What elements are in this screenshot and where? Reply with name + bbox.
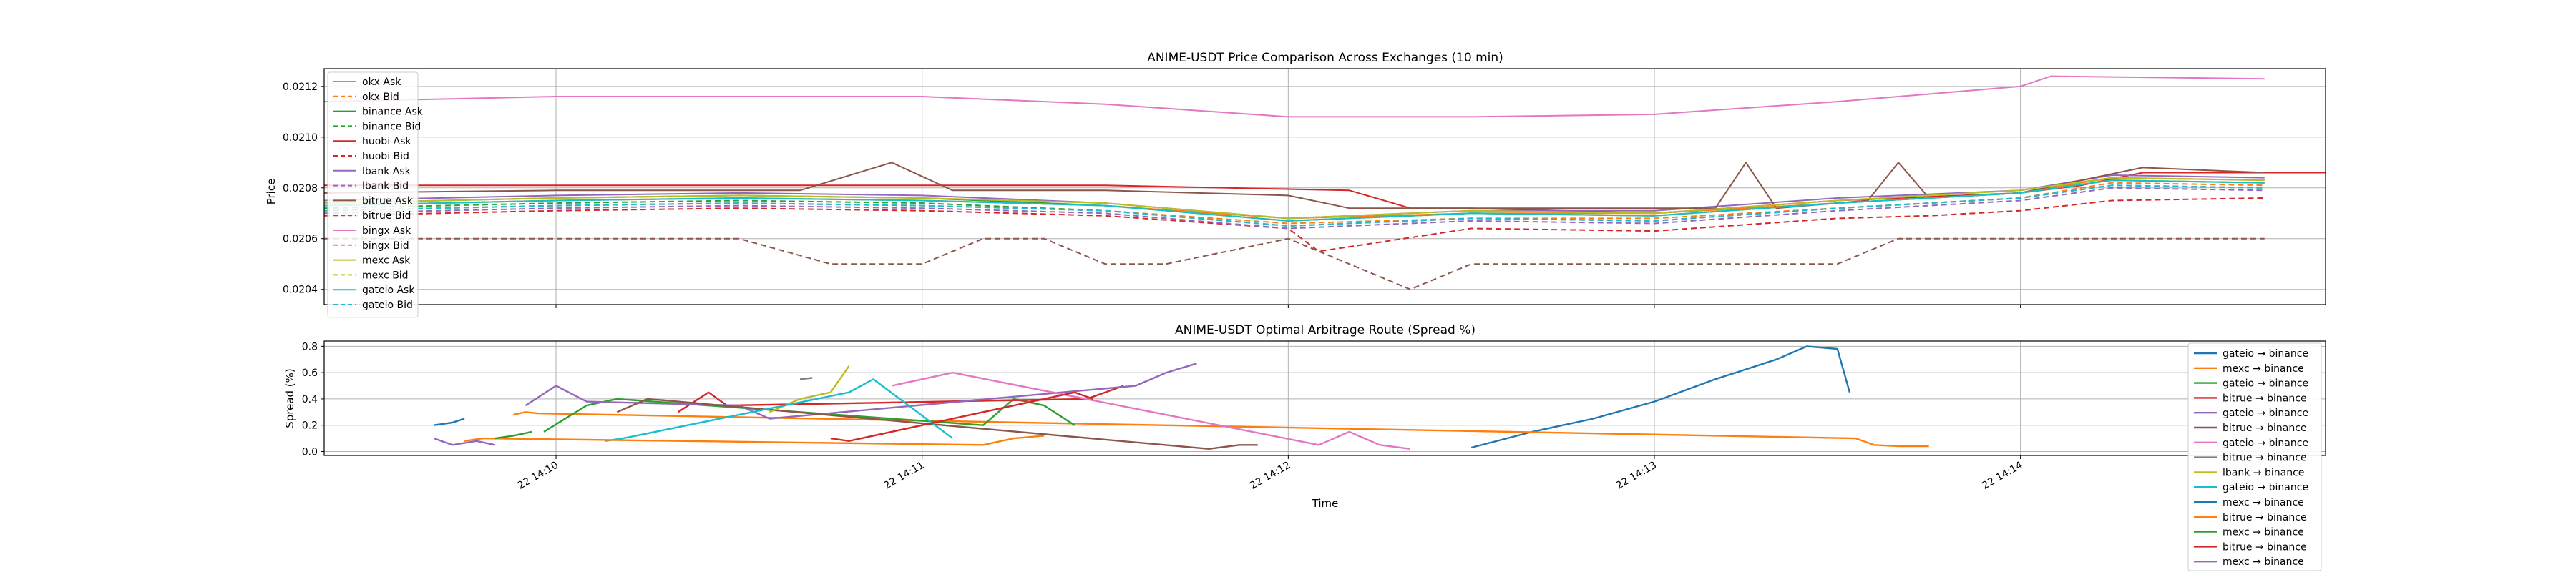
price-legend-label: binance Bid — [362, 121, 421, 132]
spread-series-line — [543, 398, 1075, 433]
spread-legend-label: mexc → binance — [2223, 363, 2304, 375]
price-series-line — [323, 197, 2265, 252]
price-series — [323, 75, 2326, 290]
price-series-line — [323, 184, 2265, 227]
spread-legend-label: gateio → binance — [2223, 408, 2308, 419]
price-y-tick-label: 0.0204 — [283, 285, 318, 296]
price-legend-label: mexc Bid — [362, 270, 409, 281]
spread-series — [434, 345, 1929, 450]
spread-plot: ANIME-USDT Optimal Arbitrage Route (Spre… — [283, 305, 2326, 571]
spread-series-line — [799, 377, 813, 380]
spread-y-axis-label: Spread (%) — [283, 368, 296, 428]
spread-legend-label: gateio → binance — [2223, 438, 2308, 449]
spread-chart-title: ANIME-USDT Optimal Arbitrage Route (Spre… — [1175, 323, 1475, 337]
spread-legend-label: mexc → binance — [2223, 556, 2304, 568]
price-series-line — [324, 237, 2265, 290]
time-x-tick-label: 22 14:12 — [1248, 460, 1292, 492]
spread-legend-label: lbank → binance — [2223, 467, 2304, 478]
price-legend-label: bingx Bid — [362, 240, 409, 252]
price-legend-label: bitrue Bid — [362, 210, 411, 222]
price-legend-box — [327, 72, 419, 318]
price-legend-label: okx Ask — [362, 77, 401, 88]
price-series-line — [323, 177, 2265, 220]
price-legend-label: okx Bid — [362, 92, 399, 103]
spread-legend-label: gateio → binance — [2223, 482, 2308, 493]
price-y-axis-label: Price — [265, 179, 278, 205]
price-series-line — [323, 184, 2265, 227]
time-x-tick-label: 22 14:14 — [1980, 460, 2024, 492]
spread-y-tick-label: 0.4 — [302, 394, 318, 405]
price-legend-label: gateio Ask — [362, 285, 415, 296]
spread-y-tick-label: 0.2 — [302, 420, 318, 432]
spread-legend-label: bitrue → binance — [2223, 453, 2307, 464]
spread-legend-label: gateio → binance — [2223, 378, 2308, 390]
spread-legend-label: mexc → binance — [2223, 497, 2304, 508]
spread-plot-frame — [323, 340, 2326, 456]
spread-series-line — [513, 411, 1929, 448]
spread-series-line — [1470, 345, 1851, 449]
spread-series-line — [616, 398, 1258, 450]
spread-legend-label: bitrue → binance — [2223, 423, 2307, 434]
price-chart-title: ANIME-USDT Price Comparison Across Excha… — [1147, 51, 1503, 65]
price-series-line — [323, 75, 2265, 118]
price-legend-label: bingx Ask — [362, 225, 411, 237]
spread-legend: gateio → binance mexc → binance gateio → b… — [2187, 342, 2322, 571]
price-legend: okx Ask okx Bid binance Ask binance Bid huob… — [327, 72, 424, 318]
price-plot-frame — [323, 68, 2326, 305]
price-legend-label: lbank Bid — [362, 181, 409, 192]
price-y-tick-label: 0.0206 — [283, 234, 318, 245]
price-gridlines — [324, 69, 2326, 305]
spread-y-tick-label: 0.0 — [302, 446, 318, 458]
spread-legend-box — [2187, 342, 2322, 571]
price-series-line — [323, 179, 2265, 222]
spread-gridlines — [324, 341, 2326, 455]
price-series-line — [323, 184, 2265, 227]
price-y-ticks: 0.0204 0.0206 0.0208 0.0210 0.0212 — [283, 82, 324, 296]
price-plot: ANIME-USDT Price Comparison Across Excha… — [265, 51, 2326, 318]
price-legend-label: mexc Ask — [362, 255, 411, 267]
price-series-line — [323, 187, 2265, 230]
spread-series-line — [891, 371, 1411, 450]
price-legend-label: gateio Bid — [362, 300, 413, 311]
time-x-tick-label: 22 14:13 — [1614, 460, 1659, 492]
price-y-tick-label: 0.0212 — [283, 82, 318, 93]
price-legend-label: lbank Ask — [362, 166, 411, 177]
spread-series-line — [677, 385, 1124, 413]
price-y-tick-label: 0.0208 — [283, 183, 318, 194]
price-legend-label: huobi Bid — [362, 151, 409, 162]
price-y-tick-label: 0.0210 — [283, 132, 318, 144]
spread-legend-label: gateio → binance — [2223, 348, 2308, 360]
spread-series-line — [494, 430, 532, 440]
spread-y-tick-label: 0.6 — [302, 368, 318, 379]
time-x-tick-label: 22 14:11 — [882, 460, 926, 492]
spread-series-line — [525, 363, 1197, 420]
spread-legend-label: bitrue → binance — [2223, 393, 2307, 404]
spread-series-line — [464, 435, 1045, 446]
spread-y-tick-label: 0.8 — [302, 341, 318, 352]
spread-series-line — [605, 378, 954, 442]
spread-series-line — [434, 437, 496, 446]
spread-legend-label: mexc → binance — [2223, 527, 2304, 538]
price-legend-label: huobi Ask — [362, 136, 411, 147]
price-legend-label: bitrue Ask — [362, 195, 414, 207]
spread-y-ticks: 0.0 0.2 0.4 0.6 0.8 — [302, 341, 324, 458]
price-legend-label: binance Ask — [362, 107, 424, 118]
time-x-axis-label: Time — [1312, 497, 1339, 510]
spread-series-line — [830, 391, 1093, 442]
spread-legend-label: bitrue → binance — [2223, 512, 2307, 523]
time-x-tick-label: 22 14:10 — [516, 460, 560, 492]
spread-series-line — [434, 418, 465, 426]
spread-legend-label: bitrue → binance — [2223, 541, 2307, 553]
price-series-line — [323, 177, 2265, 220]
